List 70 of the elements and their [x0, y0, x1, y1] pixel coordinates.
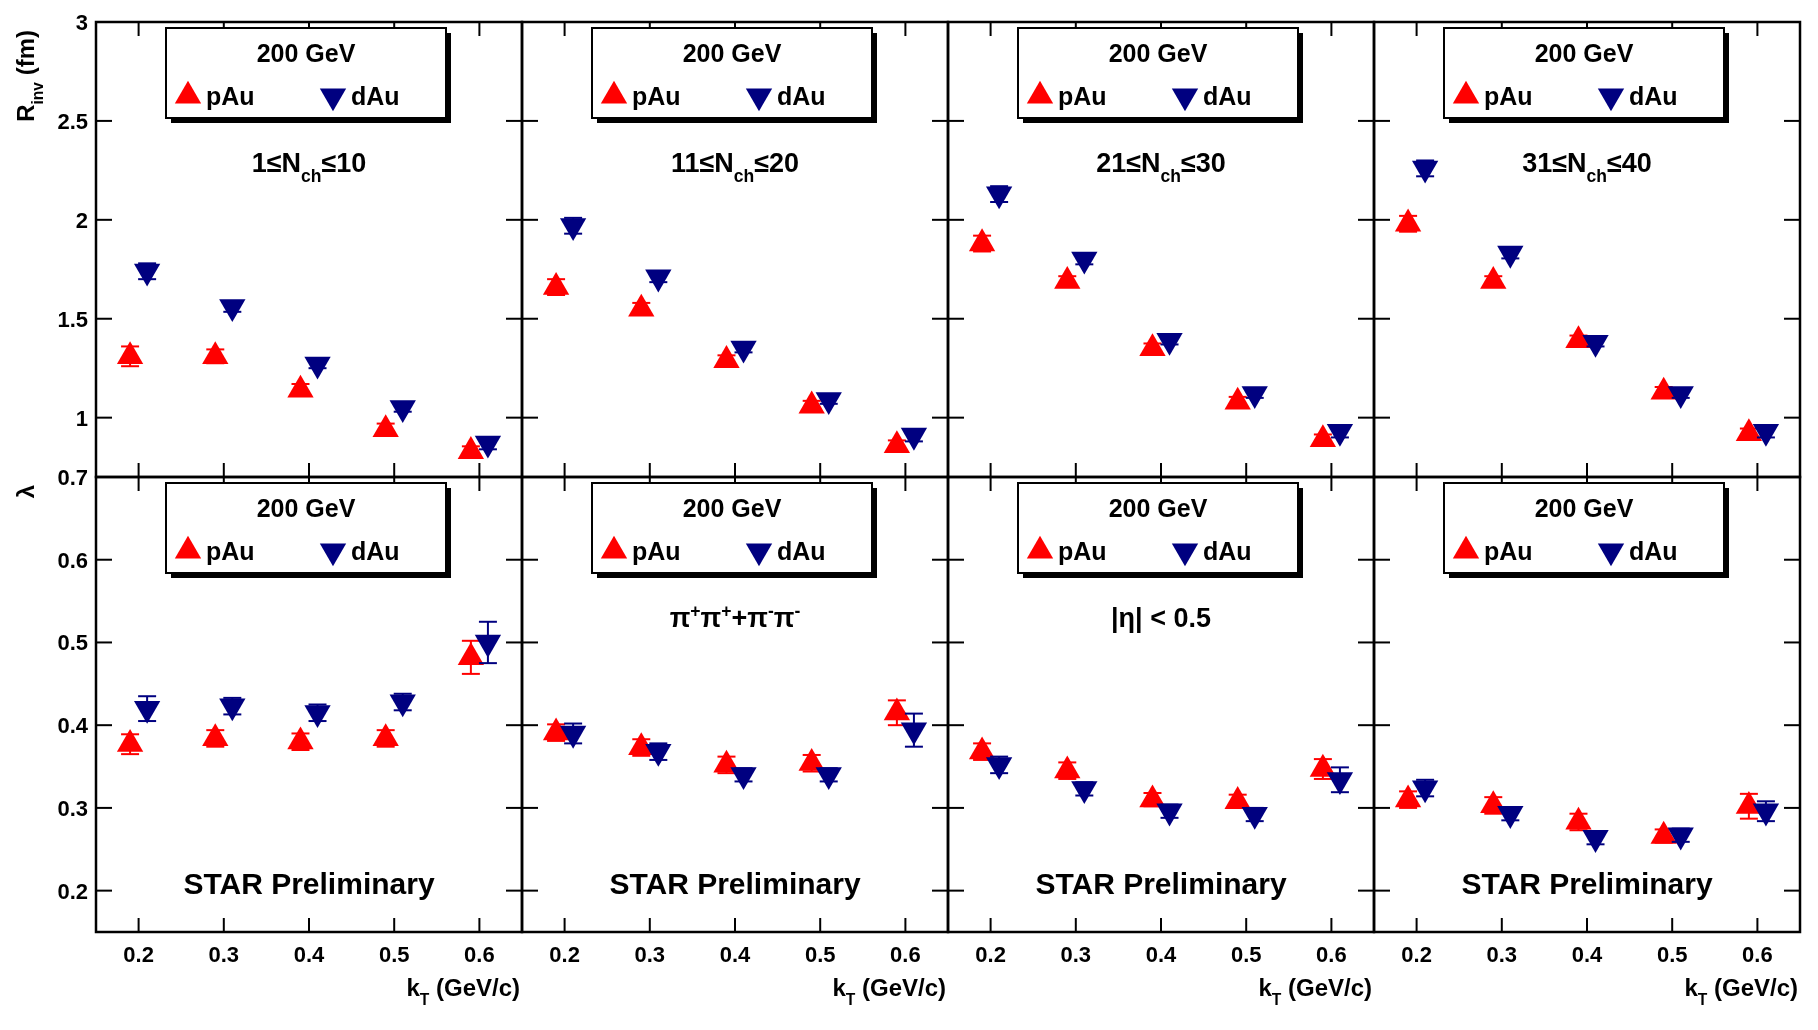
annotation: 31≤N$_{ch}$≤40: [1522, 148, 1652, 186]
legend-title: 200 GeV: [682, 494, 782, 522]
x-tick-label: 0.3: [634, 942, 666, 967]
annotation: STAR Preliminary: [609, 867, 861, 900]
annotation: π$^{+}$π$^{+}$+π$^{-}$π$^{-}$: [669, 601, 801, 633]
legend-label: dAu: [777, 82, 826, 110]
legend-label: pAu: [206, 82, 255, 110]
legend-title: 200 GeV: [256, 39, 356, 67]
y-tick-label: 0.3: [57, 795, 88, 821]
legend-label: dAu: [351, 82, 400, 110]
legend-label: dAu: [1629, 537, 1678, 565]
y-tick-label: 0.7: [57, 465, 88, 490]
x-tick-label: 0.3: [1060, 942, 1092, 967]
y-tick-label: 0.5: [57, 630, 88, 656]
legend-label: pAu: [632, 82, 681, 110]
legend-label: pAu: [1058, 537, 1107, 565]
legend-label: pAu: [632, 537, 681, 565]
annotation: |η| < 0.5: [1111, 603, 1211, 633]
y-tick-label: 2: [75, 207, 88, 233]
y-tick-label: 1: [75, 405, 88, 431]
legend-title: 200 GeV: [1108, 494, 1208, 522]
x-tick-label: 0.5: [1230, 942, 1262, 967]
annotation: 1≤N$_{ch}$≤10: [251, 148, 367, 186]
x-tick-label: 0.5: [378, 942, 410, 967]
x-tick-label: 0.2: [549, 942, 580, 967]
legend-title: 200 GeV: [682, 39, 782, 67]
legend-label: pAu: [1484, 537, 1533, 565]
x-tick-label: 0.4: [293, 942, 326, 967]
x-tick-label: 0.4: [719, 942, 752, 967]
x-tick-label: 0.3: [1486, 942, 1518, 967]
y-tick-label: 0.2: [57, 878, 88, 904]
legend-label: dAu: [1629, 82, 1678, 110]
legend-label: dAu: [1203, 82, 1252, 110]
y-tick-label: 1.5: [57, 306, 88, 332]
x-axis-title: k$_{T}$ (GeV/c): [832, 974, 946, 1008]
legend-label: dAu: [351, 537, 400, 565]
x-tick-label: 0.2: [1401, 942, 1432, 967]
y-tick-label: 2.5: [57, 108, 88, 134]
legend-title: 200 GeV: [1534, 494, 1634, 522]
legend-title: 200 GeV: [1108, 39, 1208, 67]
x-tick-label: 0.5: [1656, 942, 1688, 967]
x-tick-label: 0.2: [123, 942, 154, 967]
legend-label: pAu: [1058, 82, 1107, 110]
x-tick-label: 0.4: [1571, 942, 1604, 967]
legend-label: dAu: [1203, 537, 1252, 565]
y-tick-label: 0.4: [57, 713, 89, 739]
x-axis-title: k$_{T}$ (GeV/c): [1684, 974, 1798, 1008]
x-tick-label: 0.6: [464, 942, 495, 967]
y-tick-label: 3: [75, 10, 88, 35]
annotation: STAR Preliminary: [1035, 867, 1287, 900]
x-tick-label: 0.6: [1742, 942, 1773, 967]
y-axis-title: λ: [12, 485, 39, 499]
x-axis-title: k$_{T}$ (GeV/c): [1258, 974, 1372, 1008]
x-tick-label: 0.3: [208, 942, 240, 967]
annotation: STAR Preliminary: [183, 867, 435, 900]
annotation: 21≤N$_{ch}$≤30: [1096, 148, 1226, 186]
legend-title: 200 GeV: [1534, 39, 1634, 67]
x-axis-title: k$_{T}$ (GeV/c): [406, 974, 520, 1008]
annotation: STAR Preliminary: [1461, 867, 1713, 900]
x-tick-label: 0.2: [975, 942, 1006, 967]
x-tick-label: 0.6: [1316, 942, 1347, 967]
legend-label: dAu: [777, 537, 826, 565]
legend-label: pAu: [1484, 82, 1533, 110]
legend-label: pAu: [206, 537, 255, 565]
y-tick-label: 0.6: [57, 547, 88, 573]
x-tick-label: 0.5: [804, 942, 836, 967]
x-tick-label: 0.6: [890, 942, 921, 967]
annotation: 11≤N$_{ch}$≤20: [670, 148, 800, 186]
legend-title: 200 GeV: [256, 494, 356, 522]
x-tick-label: 0.4: [1145, 942, 1178, 967]
